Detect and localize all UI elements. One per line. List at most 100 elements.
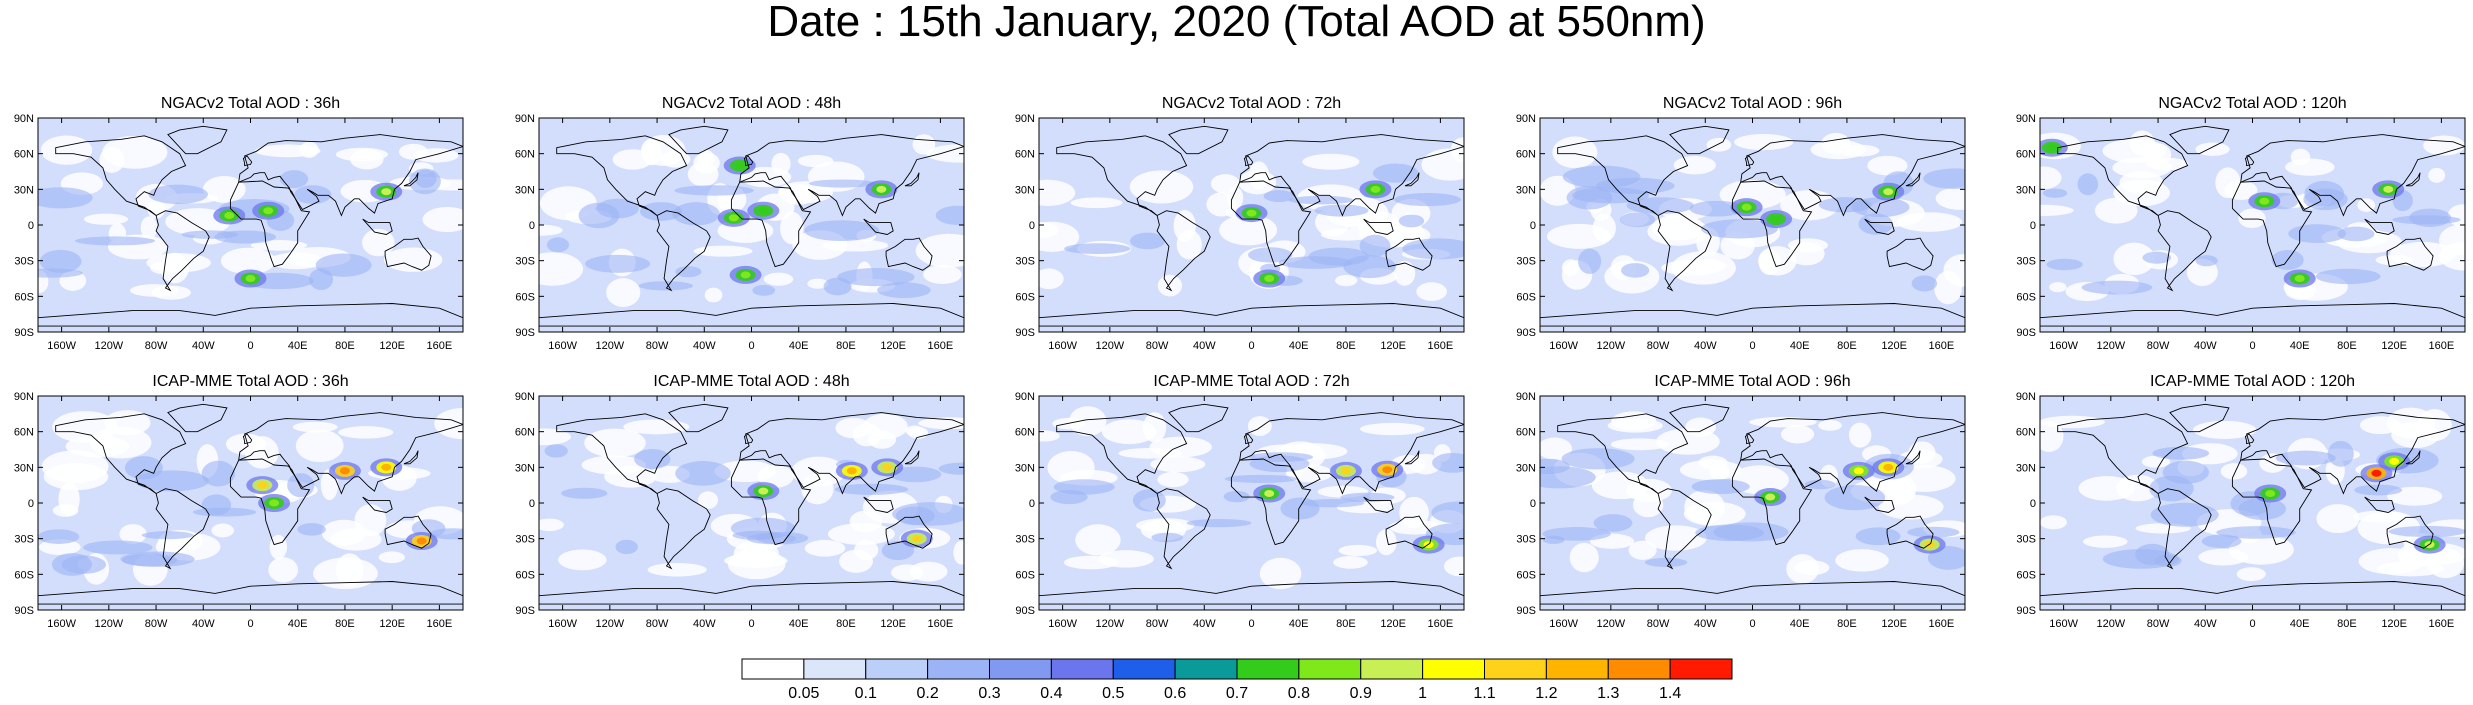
x-tick-label: 0: [247, 618, 253, 630]
aod-field: [38, 118, 463, 332]
colorbar: 0.05 0.1 0.2 0.3 0.4 0.5 0.6 0.7 0.8 0.9 1 1.1 1.2 1.…: [740, 658, 1734, 702]
clean-air-patch: [1835, 549, 1889, 572]
aod-band: [1224, 474, 1298, 483]
x-tick-label: 120E: [379, 618, 405, 630]
aod-band: [1340, 492, 1395, 503]
panel-title: ICAP-MME Total AOD : 36h: [152, 373, 348, 390]
x-tick-label: 160E: [1929, 618, 1955, 630]
coastline: [38, 581, 463, 605]
hotspot-core: [381, 463, 392, 471]
x-tick-label: 80W: [145, 618, 168, 630]
clean-air-patch: [1360, 422, 1425, 436]
x-tick-label: 80W: [1146, 340, 1169, 352]
aod-band: [672, 202, 720, 226]
panel-title: NGACv2 Total AOD : 48h: [662, 95, 841, 112]
x-tick-label: 80W: [646, 618, 669, 630]
clean-air-patch: [1673, 155, 1716, 175]
coastline: [1039, 581, 1464, 605]
coastline: [1243, 155, 1254, 167]
colorbar-swatch: [1669, 658, 1733, 680]
colorbar-swatch: [1298, 658, 1362, 680]
coastline: [2169, 125, 2230, 155]
clean-air-patch: [2192, 420, 2257, 439]
x-tick-label: 40W: [1193, 618, 1216, 630]
x-tick-label: 120E: [2381, 340, 2407, 352]
aod-band: [881, 541, 915, 561]
coastline: [1385, 515, 1433, 549]
coastline: [1156, 210, 1211, 292]
colorbar-swatch: [803, 658, 867, 680]
coastline: [403, 450, 419, 465]
aod-band: [675, 266, 702, 278]
clean-air-patch: [953, 540, 964, 565]
coastline: [1404, 172, 1420, 187]
y-tick-label: 30N: [1516, 184, 1536, 196]
coastline: [656, 210, 711, 292]
aod-band: [1064, 243, 1131, 255]
y-tick-label: 60S: [1015, 569, 1035, 581]
aod-band: [938, 462, 964, 475]
x-tick-label: 80W: [1647, 340, 1670, 352]
coastline: [242, 155, 253, 167]
aod-band: [1691, 479, 1750, 495]
colorbar-swatch: [1545, 658, 1609, 680]
y-tick-label: 0: [28, 220, 34, 232]
y-tick-label: 90N: [14, 391, 34, 403]
hotspot-core: [758, 487, 769, 495]
y-tick-label: 60S: [14, 291, 34, 303]
y-tick-label: 30N: [1015, 462, 1035, 474]
aod-band: [1223, 490, 1250, 503]
x-tick-label: 40E: [789, 340, 809, 352]
clean-air-patch: [1375, 529, 1397, 556]
panel-title: NGACv2 Total AOD : 96h: [1663, 95, 1842, 112]
x-tick-label: 80W: [2147, 340, 2170, 352]
aod-band: [134, 470, 210, 492]
y-tick-label: 90S: [14, 327, 34, 339]
hotspot-core: [1883, 463, 1894, 471]
y-tick-label: 90S: [1516, 327, 1536, 339]
clean-air-patch: [915, 233, 964, 268]
x-tick-label: 120E: [379, 340, 405, 352]
x-tick-label: 120W: [2096, 340, 2125, 352]
clean-air-patch: [2428, 167, 2446, 183]
x-tick-label: 80W: [1647, 618, 1670, 630]
clean-air-patch: [693, 245, 753, 257]
y-tick-label: 0: [1029, 220, 1035, 232]
y-tick-label: 60N: [515, 427, 535, 439]
clean-air-patch: [1210, 174, 1240, 194]
clean-air-patch: [852, 423, 882, 447]
x-tick-label: 120W: [1596, 618, 1625, 630]
y-tick-label: 30S: [14, 256, 34, 268]
hotspot-core: [1765, 493, 1776, 501]
x-tick-label: 80W: [646, 340, 669, 352]
x-tick-label: 160W: [47, 340, 76, 352]
hotspot-core: [269, 499, 280, 507]
aod-band: [214, 230, 277, 244]
hotspot-core: [1246, 209, 1257, 217]
hotspot-core: [1264, 275, 1275, 282]
x-tick-label: 160E: [427, 618, 453, 630]
y-tick-label: 60N: [1516, 427, 1536, 439]
y-tick-label: 60N: [1015, 149, 1035, 161]
clean-air-patch: [740, 166, 792, 188]
clean-air-patch: [102, 135, 168, 169]
x-tick-label: 40W: [1694, 618, 1717, 630]
clean-air-patch: [1749, 416, 1817, 428]
colorbar-swatch: [1422, 658, 1485, 680]
aod-band: [148, 184, 208, 205]
aod-band: [1578, 248, 1602, 274]
x-tick-label: 0: [748, 340, 754, 352]
x-tick-label: 160W: [1048, 618, 1077, 630]
aod-band: [39, 249, 82, 273]
hotspot-core: [1883, 188, 1894, 196]
clean-air-patch: [2049, 282, 2067, 293]
coastline: [1243, 433, 1254, 445]
aod-band: [294, 185, 332, 204]
clean-air-patch: [801, 473, 834, 505]
colorbar-swatch: [989, 658, 1052, 680]
coastline: [55, 135, 187, 216]
coastline: [1363, 496, 1394, 513]
clean-air-patch: [1075, 524, 1121, 556]
clean-air-patch: [1069, 406, 1107, 437]
x-tick-label: 120E: [2381, 618, 2407, 630]
